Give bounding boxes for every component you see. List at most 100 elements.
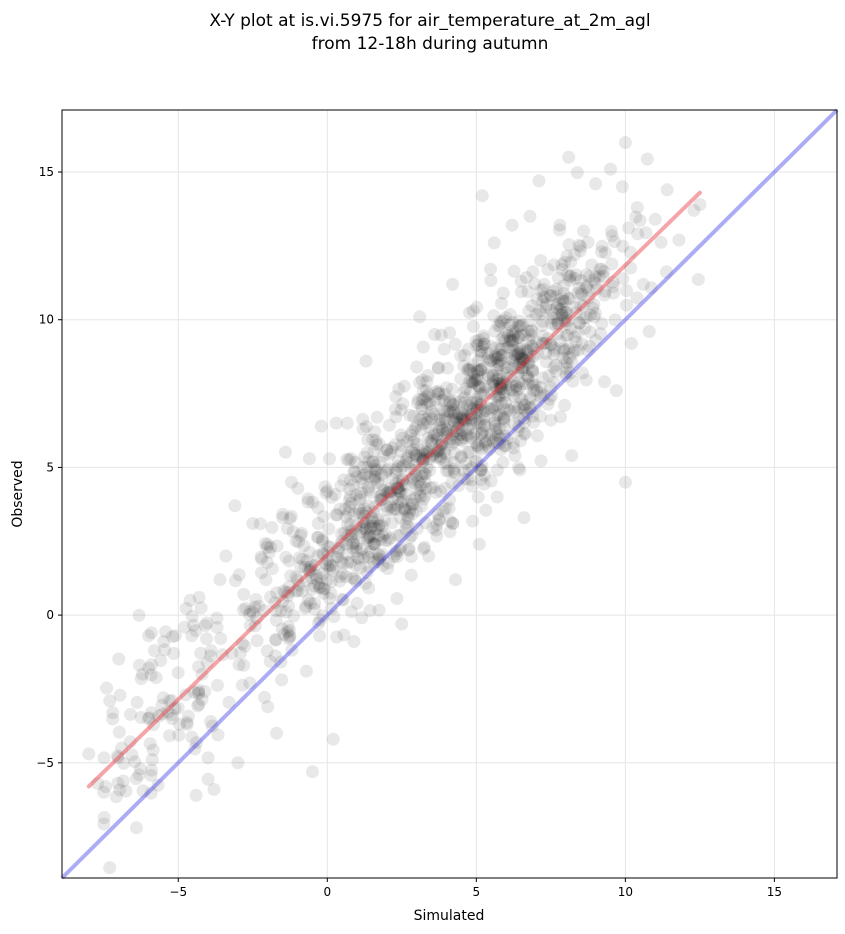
data-point <box>204 649 218 663</box>
data-point <box>454 349 468 363</box>
data-point <box>292 551 306 565</box>
data-point <box>493 437 507 451</box>
data-point <box>198 619 212 633</box>
data-point <box>469 395 483 409</box>
data-point <box>145 763 159 777</box>
data-point <box>512 375 526 389</box>
data-point <box>375 492 389 506</box>
data-point <box>469 426 482 440</box>
data-point <box>439 426 453 440</box>
data-point <box>189 624 203 638</box>
data-point <box>463 445 477 459</box>
data-point <box>414 423 428 437</box>
data-point <box>192 683 206 697</box>
data-point <box>204 644 218 658</box>
data-point <box>498 410 511 423</box>
data-point <box>522 377 536 391</box>
data-point <box>528 378 542 392</box>
data-point <box>356 519 370 533</box>
data-point <box>564 322 578 336</box>
data-point <box>517 398 531 412</box>
data-point <box>485 378 499 391</box>
data-point <box>361 433 375 447</box>
data-point <box>311 517 325 530</box>
data-point <box>161 705 175 719</box>
data-point <box>616 239 630 253</box>
data-point <box>511 424 525 438</box>
data-point <box>447 435 460 449</box>
data-point <box>368 471 382 485</box>
data-point <box>569 268 583 282</box>
data-point <box>478 419 492 433</box>
data-point <box>347 507 361 521</box>
data-point <box>526 409 540 423</box>
data-point <box>432 413 446 427</box>
data-point <box>495 342 509 356</box>
data-point <box>349 519 363 533</box>
data-point <box>420 396 434 410</box>
data-point <box>461 429 475 443</box>
data-point <box>454 428 468 442</box>
data-point <box>508 348 522 362</box>
data-point <box>493 380 507 394</box>
data-point <box>413 310 427 324</box>
data-point <box>111 751 125 765</box>
data-point <box>432 443 445 457</box>
data-point <box>522 352 536 366</box>
data-point <box>423 434 437 448</box>
data-point <box>497 414 511 428</box>
data-point <box>378 527 392 541</box>
data-point <box>390 481 404 495</box>
data-point <box>524 323 538 337</box>
x-tick-label: 0 <box>323 885 331 899</box>
data-point <box>449 573 462 587</box>
data-point <box>347 536 360 550</box>
data-point <box>474 398 488 412</box>
data-point <box>324 586 338 600</box>
data-point <box>416 466 430 480</box>
data-point <box>596 269 610 283</box>
data-point <box>412 393 425 407</box>
data-point <box>380 499 394 513</box>
data-point <box>559 369 573 383</box>
data-point <box>559 306 573 319</box>
data-point <box>413 487 426 501</box>
data-point <box>581 235 595 249</box>
data-point <box>414 399 428 413</box>
data-point <box>178 620 192 634</box>
data-point <box>509 380 523 394</box>
data-point <box>232 568 246 582</box>
data-point <box>490 408 504 422</box>
data-point <box>333 502 347 516</box>
data-point <box>394 540 408 554</box>
data-point <box>477 412 491 426</box>
data-point <box>313 629 327 643</box>
data-point <box>551 316 565 330</box>
data-point <box>362 499 376 513</box>
data-point <box>348 455 362 469</box>
data-point <box>374 477 388 491</box>
data-point <box>375 468 388 481</box>
data-point <box>411 438 424 451</box>
data-point <box>362 550 375 564</box>
data-point <box>583 325 597 339</box>
data-point <box>510 383 524 397</box>
data-point <box>608 313 622 327</box>
data-point <box>366 433 380 447</box>
data-point <box>400 451 414 465</box>
data-point <box>622 221 636 235</box>
data-point <box>514 352 528 366</box>
data-point <box>573 244 587 258</box>
data-point <box>579 268 593 282</box>
data-point <box>284 569 298 583</box>
data-point <box>451 407 465 421</box>
data-point <box>518 403 532 417</box>
data-point <box>154 654 168 668</box>
data-point <box>282 554 296 568</box>
data-point <box>309 568 323 582</box>
data-point <box>340 547 354 561</box>
data-point <box>380 486 394 500</box>
data-point <box>347 635 361 648</box>
data-point <box>525 299 539 313</box>
data-point <box>360 531 374 545</box>
